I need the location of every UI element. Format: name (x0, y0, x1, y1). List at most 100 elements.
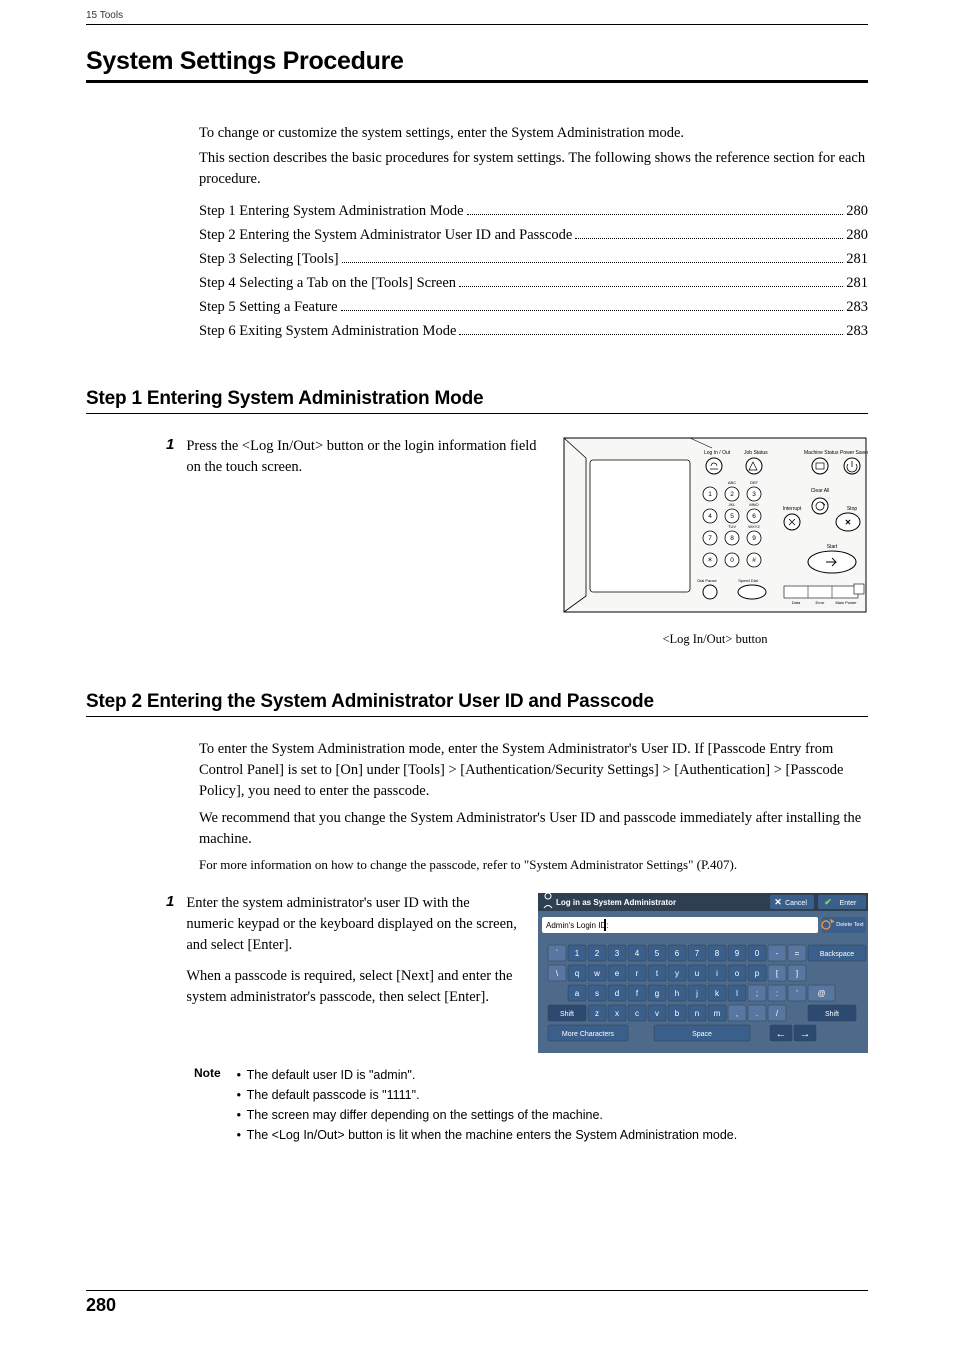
svg-text:Error: Error (816, 600, 826, 605)
svg-text:DEF: DEF (750, 480, 759, 485)
svg-text:✕: ✕ (774, 897, 782, 907)
svg-text:9: 9 (735, 949, 740, 958)
toc-page: 283 (846, 296, 868, 320)
toc-row: Step 1 Entering System Administration Mo… (199, 200, 868, 224)
svg-text:v: v (655, 1009, 659, 1018)
step2-body: To enter the System Administration mode,… (199, 739, 868, 875)
svg-text:3: 3 (615, 949, 620, 958)
svg-text:j: j (695, 989, 698, 998)
svg-text:h: h (675, 989, 679, 998)
step2-heading: Step 2 Entering the System Administrator… (86, 691, 868, 717)
svg-text:Power Saver: Power Saver (840, 450, 868, 456)
control-panel-figure: Log In / Out Job Status Machine Status P… (562, 436, 868, 647)
toc-page: 280 (846, 200, 868, 224)
svg-text:Stop: Stop (847, 506, 858, 512)
svg-text:7: 7 (708, 535, 712, 542)
svg-text:`: ` (556, 949, 559, 958)
svg-text:z: z (595, 1009, 599, 1018)
toc-page: 281 (846, 272, 868, 296)
toc-page: 280 (846, 224, 868, 248)
note-items: The default user ID is "admin". The defa… (237, 1065, 868, 1145)
svg-text:Clear All: Clear All (811, 488, 830, 494)
svg-text:WXYZ: WXYZ (748, 524, 760, 529)
svg-text:5: 5 (730, 513, 734, 520)
svg-text:1: 1 (575, 949, 580, 958)
svg-text:o: o (735, 969, 740, 978)
svg-text:Main Power: Main Power (835, 600, 857, 605)
keyboard-figure: Log in as System Administrator✕Cancel✔En… (538, 893, 868, 1053)
svg-text:x: x (615, 1009, 619, 1018)
svg-text:]: ] (796, 969, 798, 978)
toc-label: Step 6 Exiting System Administration Mod… (199, 320, 456, 344)
toc-label: Step 1 Entering System Administration Mo… (199, 200, 464, 224)
svg-text:;: ; (756, 989, 758, 998)
svg-text:0: 0 (755, 949, 760, 958)
toc-label: Step 5 Setting a Feature (199, 296, 338, 320)
svg-text:#: # (752, 557, 756, 564)
svg-text:5: 5 (655, 949, 660, 958)
toc-row: Step 4 Selecting a Tab on the [Tools] Sc… (199, 272, 868, 296)
svg-text:Dial Pause: Dial Pause (697, 578, 717, 583)
svg-text:e: e (615, 969, 620, 978)
svg-text:6: 6 (752, 513, 756, 520)
svg-text:ABC: ABC (728, 480, 736, 485)
svg-text:8: 8 (715, 949, 720, 958)
svg-text:Machine Status: Machine Status (804, 450, 839, 456)
page-number: 280 (86, 1290, 868, 1316)
step1-row: 1 Press the <Log In/Out> button or the l… (86, 436, 868, 647)
svg-text:4: 4 (635, 949, 640, 958)
intro-paragraph-2: This section describes the basic procedu… (199, 148, 868, 190)
svg-text:3: 3 (752, 491, 756, 498)
svg-text:.: . (756, 1009, 758, 1018)
svg-text:q: q (575, 969, 579, 978)
toc-row: Step 6 Exiting System Administration Mod… (199, 320, 868, 344)
svg-text:Backspace: Backspace (820, 951, 854, 958)
keyboard-svg: Log in as System Administrator✕Cancel✔En… (538, 893, 868, 1053)
svg-text:b: b (675, 1009, 680, 1018)
svg-text:Delete Text: Delete Text (836, 922, 864, 928)
note-item: The default passcode is "1111". (237, 1085, 868, 1105)
step2-item-number: 1 (166, 893, 174, 1008)
running-head: 15 Tools (86, 10, 868, 25)
svg-text:l: l (736, 989, 738, 998)
svg-text:-: - (776, 949, 779, 958)
svg-text:7: 7 (695, 949, 700, 958)
control-panel-svg: Log In / Out Job Status Machine Status P… (562, 436, 868, 626)
svg-text:9: 9 (752, 535, 756, 542)
svg-text:6: 6 (675, 949, 680, 958)
panel-caption: <Log In/Out> button (562, 632, 868, 647)
page-title: System Settings Procedure (86, 47, 868, 83)
svg-text:w: w (593, 969, 600, 978)
svg-text:8: 8 (730, 535, 734, 542)
svg-text:g: g (655, 989, 659, 998)
note-item: The <Log In/Out> button is lit when the … (237, 1125, 868, 1145)
svg-text:JKL: JKL (729, 502, 737, 507)
toc-row: Step 3 Selecting [Tools] 281 (199, 248, 868, 272)
toc-leader (459, 334, 843, 335)
note-block: Note The default user ID is "admin". The… (194, 1065, 868, 1145)
toc-page: 283 (846, 320, 868, 344)
svg-text:n: n (695, 1009, 699, 1018)
step2-item-text-a: Enter the system administrator's user ID… (186, 893, 518, 956)
svg-text:r: r (636, 969, 639, 978)
svg-text:Speed Dial: Speed Dial (738, 578, 758, 583)
svg-text:d: d (615, 989, 619, 998)
svg-text:u: u (695, 969, 699, 978)
svg-text:2: 2 (595, 949, 600, 958)
step2-p3: For more information on how to change th… (199, 856, 868, 875)
toc-row: Step 2 Entering the System Administrator… (199, 224, 868, 248)
step2-p2: We recommend that you change the System … (199, 808, 868, 850)
svg-text:p: p (755, 969, 760, 978)
svg-text:Start: Start (827, 544, 838, 550)
svg-text:TUV: TUV (728, 524, 736, 529)
svg-text:Shift: Shift (560, 1011, 574, 1018)
svg-text:More Characters: More Characters (562, 1031, 615, 1038)
svg-text:Job Status: Job Status (744, 450, 768, 456)
svg-text:,: , (736, 1009, 738, 1018)
svg-text:Space: Space (692, 1031, 712, 1038)
svg-text:Data: Data (792, 600, 801, 605)
svg-text:Interrupt: Interrupt (783, 506, 802, 512)
svg-text:＊: ＊ (707, 557, 714, 564)
svg-text:a: a (575, 989, 580, 998)
note-item: The default user ID is "admin". (237, 1065, 868, 1085)
